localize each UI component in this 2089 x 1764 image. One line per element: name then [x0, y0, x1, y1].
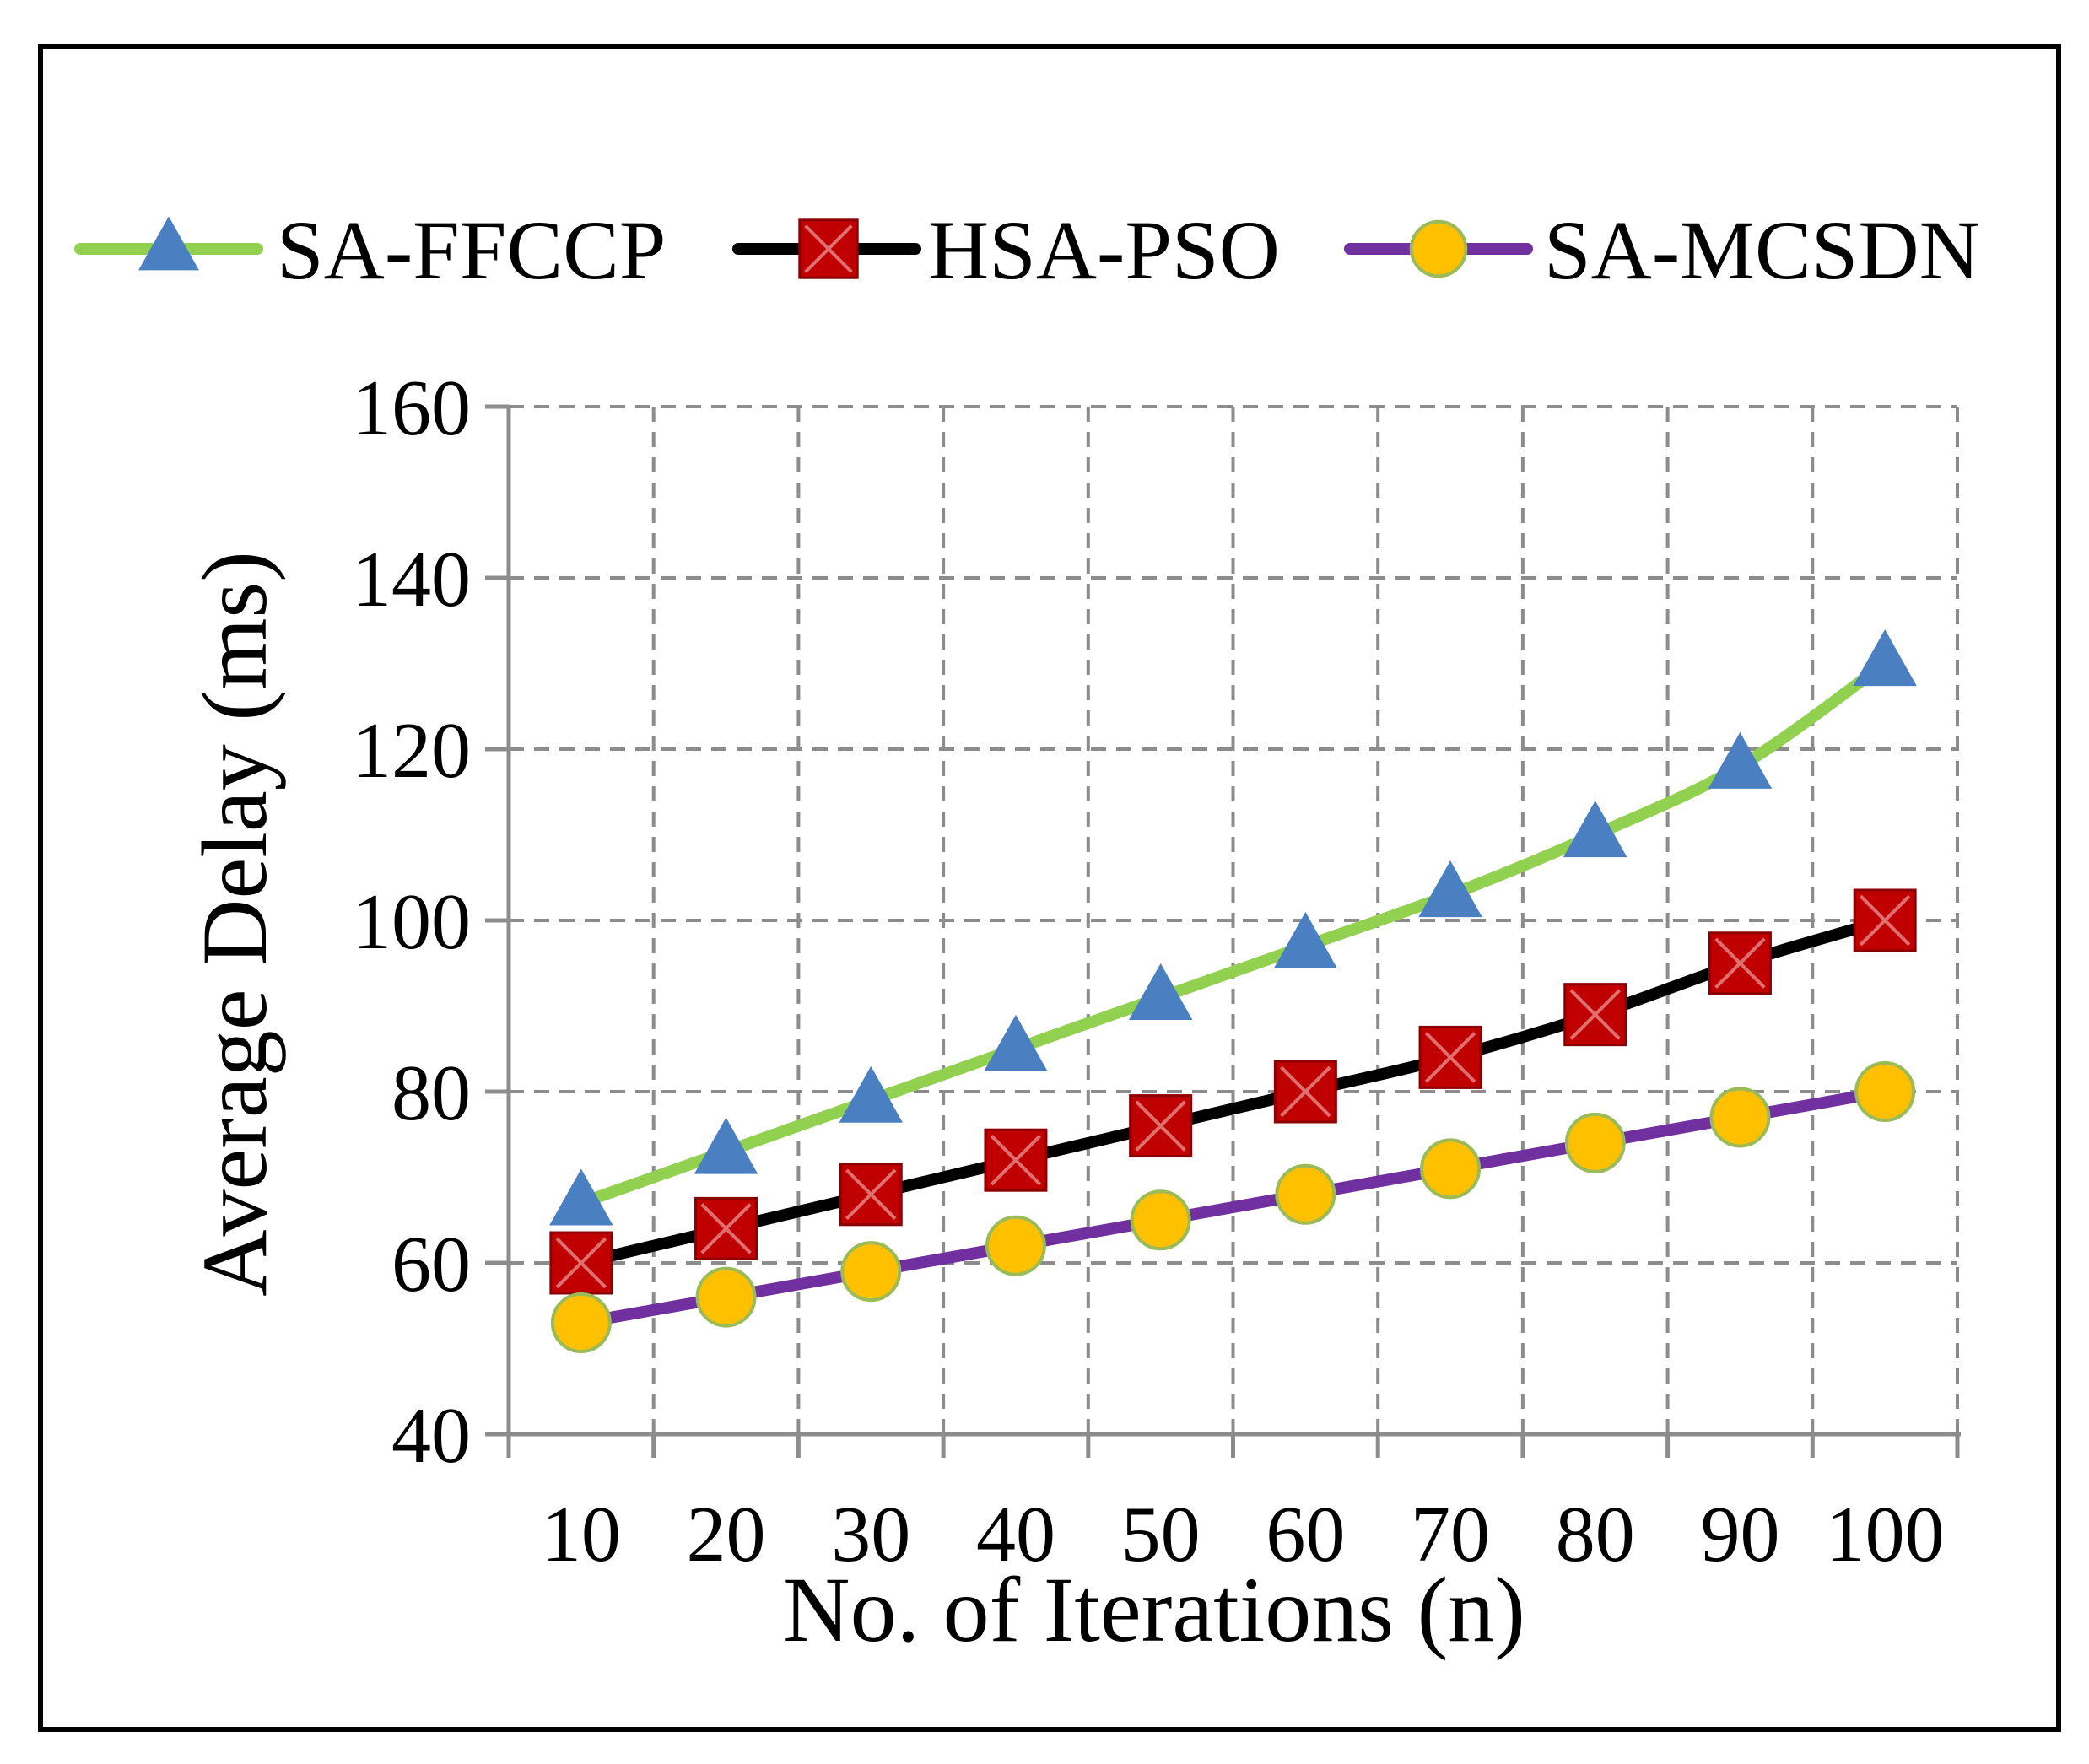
- square-x-marker: [839, 1163, 903, 1227]
- marker-cross-line: [1859, 894, 1911, 947]
- legend-item-hsa-pso: HSA-PSO: [732, 203, 1280, 297]
- triangle-marker: [984, 1014, 1048, 1071]
- triangle-marker: [1273, 912, 1338, 969]
- series-hsa-pso: [549, 888, 1917, 1295]
- square-x-marker: [1563, 983, 1627, 1047]
- legend-item-sa-ffccp: SA-FFCCP: [74, 203, 666, 297]
- circle-marker: [1709, 1087, 1771, 1148]
- y-tick-label: 80: [391, 1049, 471, 1137]
- x-tick-label: 40: [976, 1491, 1055, 1578]
- square-x-marker: [1273, 1060, 1337, 1124]
- tick-labels: 40 60 80 100 120 140 160 10 20 30 40 50 60 70 80 90 100: [352, 364, 1945, 1578]
- circle-marker: [1275, 1163, 1336, 1225]
- x-tick-label: 100: [1826, 1491, 1945, 1578]
- marker-cross-line: [1569, 989, 1621, 1040]
- marker-cross-line: [1424, 1032, 1476, 1083]
- series-sa-ffccp: [549, 629, 1917, 1226]
- circle-marker: [1409, 219, 1468, 278]
- x-axis-title: No. of Iterations (n): [783, 1558, 1525, 1661]
- y-tick-label: 100: [352, 878, 471, 966]
- triangle-marker: [549, 1168, 613, 1226]
- triangle-marker: [1853, 629, 1917, 687]
- square-x-marker: [1853, 888, 1917, 952]
- circle-marker: [985, 1215, 1046, 1276]
- y-tick-label: 160: [352, 364, 471, 452]
- x-tick-label: 60: [1266, 1491, 1345, 1578]
- y-tick-label: 60: [391, 1221, 471, 1308]
- legend-label: SA-FFCCP: [277, 203, 666, 297]
- x-tick-label: 90: [1700, 1491, 1779, 1578]
- circle-marker: [550, 1292, 612, 1354]
- y-tick-label: 40: [391, 1392, 471, 1480]
- series-line: [575, 657, 1892, 1209]
- series-line: [575, 914, 1892, 1269]
- series-line: [575, 1086, 1892, 1330]
- circle-marker: [840, 1241, 902, 1303]
- triangle-marker: [839, 1065, 903, 1123]
- circle-marker: [695, 1266, 757, 1328]
- square-x-marker: [984, 1128, 1048, 1192]
- square-x-marker: [1418, 1025, 1482, 1089]
- marker-cross-line: [845, 1168, 897, 1221]
- legend-label: HSA-PSO: [928, 203, 1280, 297]
- x-tick-label: 20: [687, 1491, 766, 1578]
- marker-cross-line: [555, 1237, 607, 1289]
- marker-cross-line: [700, 1203, 752, 1254]
- y-tick-label: 120: [352, 707, 471, 795]
- series-sa-mcsdn: [550, 1061, 1916, 1354]
- marker-cross-line: [1280, 1065, 1331, 1118]
- legend: SA-FFCCP HSA-PSO SA-MCSDN: [74, 203, 1980, 297]
- square-x-marker: [694, 1196, 758, 1260]
- legend-label: SA-MCSDN: [1544, 203, 1980, 297]
- x-tick-label: 80: [1556, 1491, 1635, 1578]
- square-x-marker: [1708, 931, 1772, 995]
- triangle-marker: [1563, 801, 1627, 858]
- circle-marker: [1564, 1112, 1626, 1173]
- x-tick-label: 50: [1121, 1491, 1201, 1578]
- triangle-marker: [138, 216, 199, 271]
- marker-cross-line: [1135, 1100, 1186, 1152]
- x-tick-label: 10: [542, 1491, 621, 1578]
- circle-marker: [1130, 1189, 1191, 1251]
- gridlines: [509, 405, 1959, 1434]
- legend-item-sa-mcsdn: SA-MCSDN: [1344, 203, 1980, 297]
- marker-cross-line: [1714, 937, 1766, 989]
- axes: [485, 404, 1961, 1458]
- y-axis-title: Average Delay (ms): [183, 551, 286, 1297]
- triangle-marker: [1128, 963, 1193, 1020]
- marker-cross-line: [804, 224, 853, 273]
- y-tick-label: 140: [352, 536, 471, 623]
- series-layer: [549, 629, 1917, 1354]
- square-x-marker: [1129, 1094, 1193, 1158]
- square-x-marker: [549, 1231, 613, 1295]
- triangle-marker: [1418, 860, 1482, 918]
- marker-cross-line: [990, 1134, 1042, 1186]
- x-tick-label: 70: [1411, 1491, 1490, 1578]
- triangle-marker: [694, 1117, 758, 1174]
- square-x-marker: [798, 218, 859, 279]
- x-tick-label: 30: [831, 1491, 910, 1578]
- figure-frame: [38, 44, 2061, 1732]
- circle-marker: [1420, 1138, 1482, 1200]
- triangle-marker: [1708, 731, 1773, 789]
- circle-marker: [1854, 1061, 1916, 1122]
